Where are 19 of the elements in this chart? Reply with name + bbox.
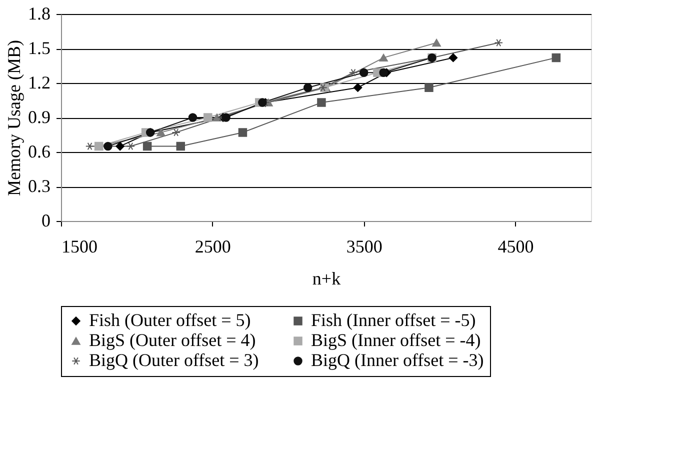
y-axis-title: Memory Usage (MB) <box>4 40 24 196</box>
legend-label: BigQ (Inner offset = -3) <box>311 350 484 370</box>
x-tick-label: 1500 <box>62 236 98 256</box>
y-tick-label: 1.8 <box>28 4 50 24</box>
legend-label: Fish (Outer offset = 5) <box>89 310 251 330</box>
x-tick-label: 3500 <box>346 236 382 256</box>
legend-label: BigS (Outer offset = 4) <box>89 330 256 350</box>
y-tick-label: 0 <box>42 210 50 230</box>
y-tick-label: 1.2 <box>28 72 50 92</box>
legend-label: BigQ (Outer offset = 3) <box>89 350 259 370</box>
y-tick-label: 0.9 <box>28 107 50 127</box>
x-axis-title: n+k <box>312 268 341 288</box>
y-tick-label: 0.6 <box>28 142 50 162</box>
y-tick-label: 0.3 <box>28 176 50 196</box>
legend-label: Fish (Inner offset = -5) <box>311 310 476 330</box>
legend-label: BigS (Inner offset = -4) <box>311 330 481 350</box>
x-tick-label: 2500 <box>194 236 231 256</box>
x-tick-label: 4500 <box>498 236 534 256</box>
y-tick-label: 1.5 <box>28 38 50 58</box>
